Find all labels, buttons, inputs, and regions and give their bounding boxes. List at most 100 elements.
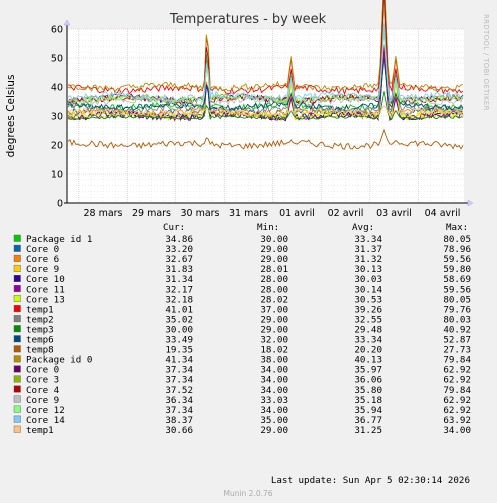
x-tick-label: 30 mars [180,208,219,219]
legend-max-value: 34.00 [443,425,471,436]
legend-swatch [13,355,21,363]
legend-swatch [13,285,21,292]
legend-swatch [13,395,21,403]
legend-series-name: Core 12 [26,405,65,416]
x-axis-arrow [467,199,474,207]
legend-min-value: 34.00 [260,375,288,386]
y-tick-label: 0 [57,199,63,210]
legend-avg-value: 35.18 [354,395,382,406]
legend-min-value: 29.00 [260,425,288,436]
legend-cur-value: 30.00 [165,324,193,335]
x-tick-label: 29 mars [132,208,171,219]
legend-series-name: temp3 [26,324,54,335]
legend-avg-value: 36.77 [354,415,382,426]
y-tick-label: 40 [51,83,63,94]
legend-max-value: 52.87 [443,335,471,346]
legend-cur-value: 32.17 [165,284,193,295]
legend-swatch [13,264,21,272]
series-line [67,105,464,118]
x-tick-label: 31 mars [229,208,268,219]
legend-series-name: temp6 [26,335,54,346]
series-line [67,0,464,92]
legend: Cur: Min: Avg: Max: Package id 1 34.86 30.… [13,222,471,436]
legend-series-name: temp2 [26,314,54,325]
legend-min-value: 32.00 [260,335,288,346]
y-tick-label: 30 [51,112,63,123]
legend-avg-value: 31.37 [354,244,382,255]
x-tick-label: 03 avril [376,208,412,219]
legend-swatch [13,254,21,262]
legend-min-value: 33.03 [260,395,288,406]
legend-avg-value: 35.97 [354,365,382,376]
legend-min-value: 38.00 [260,355,288,366]
rrdtool-side-label: RRDTOOL / TOBI OETIKER [482,14,490,111]
legend-swatch [13,234,21,242]
legend-series-name: Core 13 [26,294,65,305]
x-tick-label: 01 avril [279,208,315,219]
legend-series-name: Core 0 [26,365,59,376]
legend-header-min: Min: [257,222,279,233]
legend-min-value: 37.00 [260,304,288,315]
legend-max-value: 80.05 [443,234,471,245]
legend-series-name: Core 4 [26,385,60,396]
legend-cur-value: 41.01 [165,304,193,315]
series-line [67,23,464,102]
legend-min-value: 34.00 [260,385,288,396]
legend-series-name: Package id 1 [26,234,92,245]
legend-swatch [13,345,21,353]
series-line [67,128,464,150]
legend-max-value: 79.84 [443,355,471,366]
legend-series-name: temp8 [26,345,54,356]
legend-header-avg: Avg: [352,222,374,233]
legend-cur-value: 37.34 [165,365,193,376]
legend-avg-value: 30.13 [354,264,382,275]
legend-min-value: 30.00 [260,234,288,245]
legend-min-value: 28.02 [260,294,288,305]
series-line [67,29,464,107]
legend-swatch [13,425,21,433]
legend-series-name: Core 9 [26,264,59,275]
chart-title: Temperatures - by week [169,12,327,27]
x-tick-label: 28 mars [83,208,122,219]
legend-max-value: 79.84 [443,385,471,396]
legend-min-value: 35.00 [260,415,288,426]
legend-min-value: 28.01 [260,264,288,275]
y-tick-label: 20 [51,141,63,152]
legend-swatch [13,335,21,343]
legend-cur-value: 37.34 [165,375,193,386]
legend-swatch [13,325,21,333]
legend-cur-value: 34.86 [165,234,193,245]
legend-max-value: 78.96 [443,244,471,255]
legend-swatch [13,365,21,373]
legend-min-value: 28.00 [260,274,288,285]
x-tick-labels: 28 mars 29 mars 30 mars 31 mars 01 avril 02 a… [83,208,460,219]
legend-cur-value: 38.37 [165,415,193,426]
legend-cur-value: 37.52 [165,385,193,396]
legend-max-value: 79.76 [443,304,471,315]
legend-swatch [13,415,21,423]
legend-header-max: Max: [446,222,468,233]
axes [63,19,474,207]
legend-series-name: temp1 [26,425,54,436]
legend-swatch [13,295,21,302]
legend-cur-value: 30.66 [165,425,193,436]
series-lines [67,0,464,150]
legend-max-value: 62.92 [443,395,471,406]
legend-series-name: Core 14 [26,415,65,426]
legend-max-value: 59.56 [443,284,471,295]
munin-version: Munin 2.0.76 [223,489,272,498]
legend-series-name: temp1 [26,304,54,315]
legend-swatch [13,375,21,383]
legend-swatch [13,315,21,323]
legend-avg-value: 30.53 [354,294,382,305]
legend-series-name: Core 10 [26,274,65,285]
legend-max-value: 63.92 [443,415,471,426]
legend-min-value: 29.00 [260,254,288,265]
legend-cur-value: 33.49 [165,335,193,346]
legend-avg-value: 35.80 [354,385,382,396]
y-axis-label: degrees Celsius [5,75,17,158]
legend-swatch [13,244,21,252]
legend-avg-value: 29.48 [354,324,382,335]
legend-avg-value: 33.34 [354,234,382,245]
